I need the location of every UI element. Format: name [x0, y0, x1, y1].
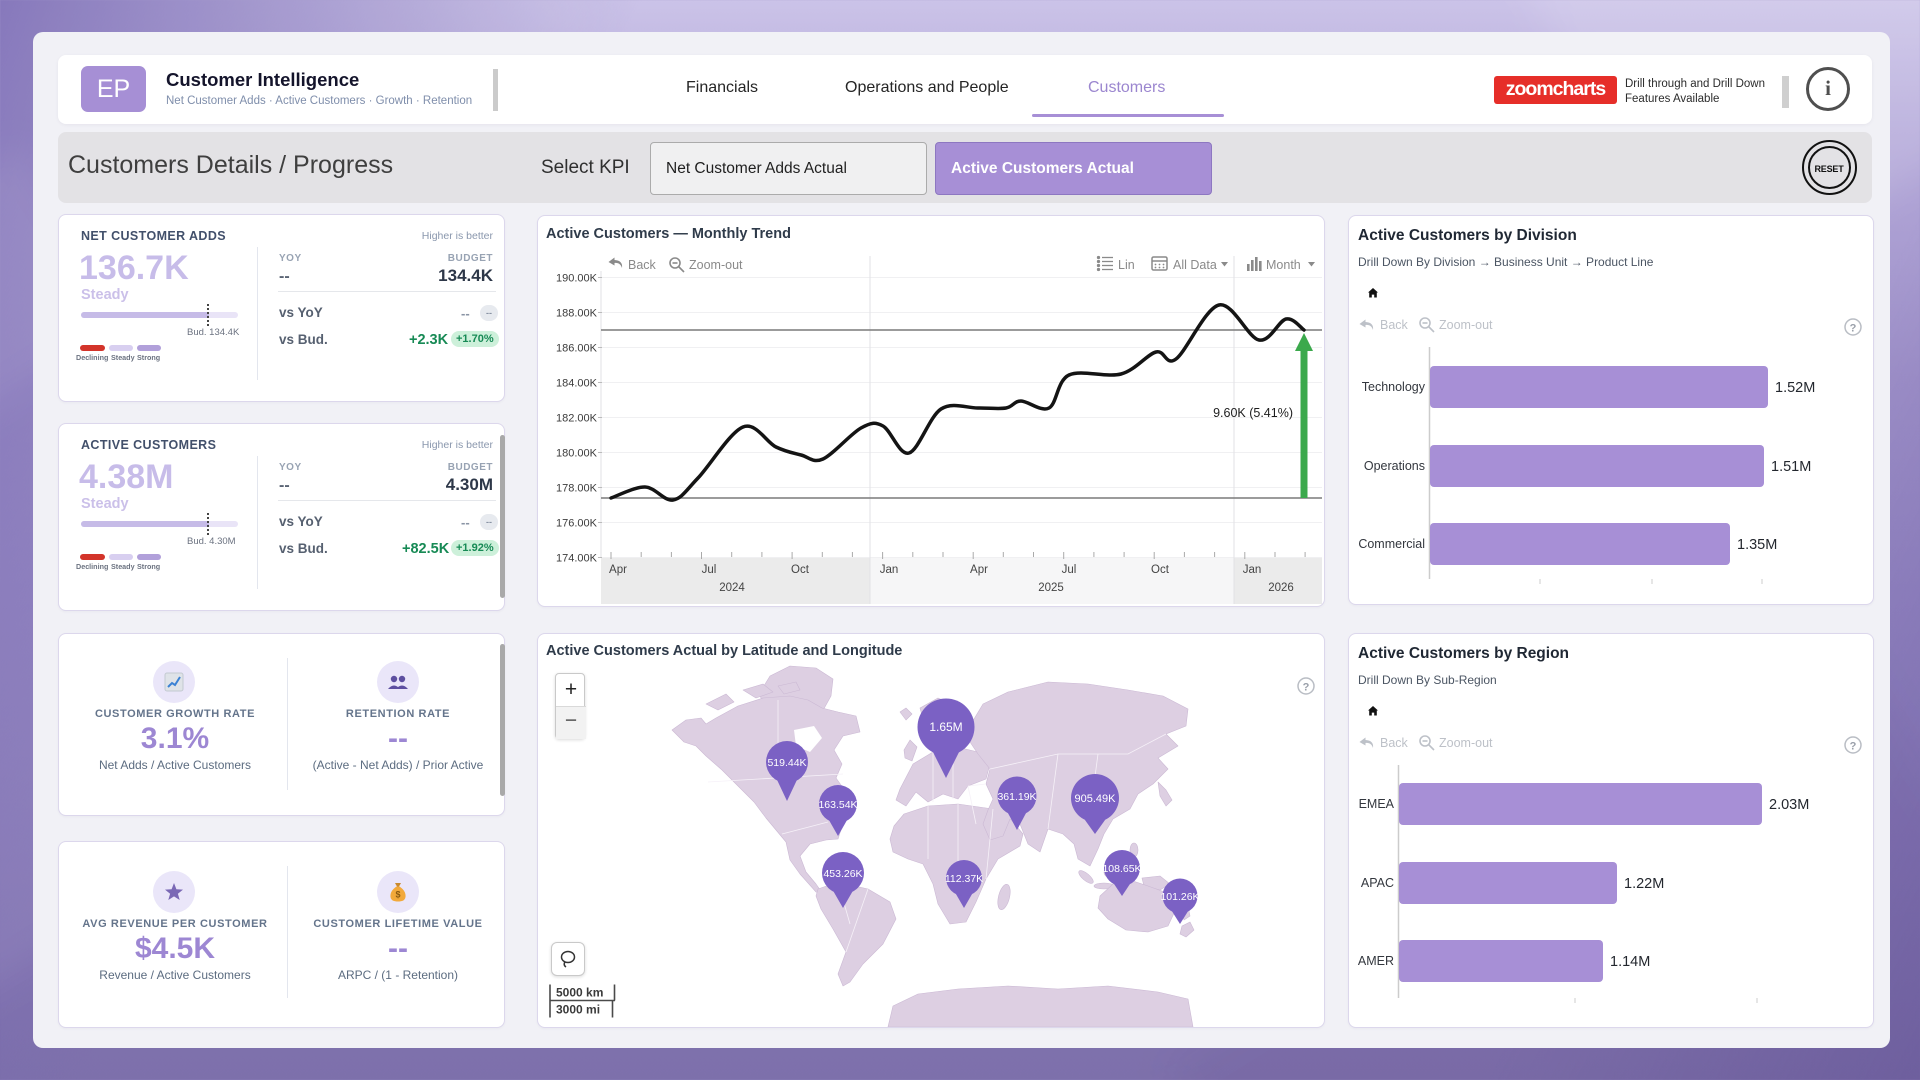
svg-text:112.37K: 112.37K	[945, 873, 983, 885]
svg-text:1.65M: 1.65M	[929, 720, 962, 734]
svg-text:1.51M: 1.51M	[1771, 459, 1811, 475]
svg-text:361.19K: 361.19K	[997, 791, 1036, 803]
svg-text:Zoom-out: Zoom-out	[1439, 736, 1493, 750]
svg-text:180.00K: 180.00K	[556, 448, 598, 460]
svg-text:Oct: Oct	[1151, 564, 1170, 576]
svg-text:2026: 2026	[1268, 582, 1294, 594]
svg-text:108.65K: 108.65K	[1102, 863, 1141, 875]
svg-text:905.49K: 905.49K	[1075, 793, 1117, 805]
svg-text:?: ?	[1850, 741, 1857, 753]
svg-text:2.03M: 2.03M	[1769, 797, 1809, 813]
svg-text:Zoom-out: Zoom-out	[689, 258, 743, 272]
svg-text:Apr: Apr	[609, 564, 627, 576]
svg-text:Jan: Jan	[880, 564, 899, 576]
svg-text:?: ?	[1303, 682, 1310, 694]
svg-text:186.00K: 186.00K	[556, 343, 598, 355]
svg-text:184.00K: 184.00K	[556, 378, 598, 390]
svg-text:AMER: AMER	[1358, 954, 1394, 968]
svg-text:Jan: Jan	[1243, 564, 1262, 576]
svg-text:163.54K: 163.54K	[818, 799, 857, 811]
svg-text:Lin: Lin	[1118, 258, 1135, 272]
svg-text:453.26K: 453.26K	[823, 868, 862, 880]
svg-text:3000 mi: 3000 mi	[556, 1003, 600, 1017]
svg-text:Month: Month	[1266, 258, 1301, 272]
svg-text:1.22M: 1.22M	[1624, 876, 1664, 892]
svg-text:APAC: APAC	[1361, 876, 1394, 890]
svg-text:188.00K: 188.00K	[556, 308, 598, 320]
svg-text:174.00K: 174.00K	[556, 553, 598, 565]
svg-text:182.00K: 182.00K	[556, 413, 598, 425]
svg-text:Back: Back	[628, 258, 657, 272]
svg-text:178.00K: 178.00K	[556, 483, 598, 495]
svg-text:Jul: Jul	[702, 564, 717, 576]
svg-text:EMEA: EMEA	[1359, 797, 1395, 811]
svg-text:Back: Back	[1380, 318, 1409, 332]
svg-text:$: $	[395, 890, 400, 900]
svg-text:101.26K: 101.26K	[1160, 891, 1199, 903]
svg-text:9.60K (5.41%): 9.60K (5.41%)	[1213, 406, 1293, 420]
svg-text:Apr: Apr	[970, 564, 988, 576]
svg-text:All Data: All Data	[1173, 258, 1217, 272]
svg-text:Oct: Oct	[791, 564, 810, 576]
svg-text:Commercial: Commercial	[1358, 537, 1425, 551]
svg-text:2024: 2024	[719, 582, 745, 594]
svg-text:1.35M: 1.35M	[1737, 537, 1777, 553]
svg-text:176.00K: 176.00K	[556, 518, 598, 530]
svg-text:5000 km: 5000 km	[556, 986, 603, 1000]
svg-text:519.44K: 519.44K	[767, 757, 806, 769]
svg-text:Technology: Technology	[1362, 380, 1426, 394]
svg-text:1.14M: 1.14M	[1610, 954, 1650, 970]
svg-text:?: ?	[1850, 323, 1857, 335]
svg-text:190.00K: 190.00K	[556, 273, 598, 285]
svg-text:2025: 2025	[1038, 582, 1064, 594]
svg-text:Operations: Operations	[1364, 459, 1425, 473]
svg-text:Back: Back	[1380, 736, 1409, 750]
svg-text:Zoom-out: Zoom-out	[1439, 318, 1493, 332]
svg-text:Jul: Jul	[1062, 564, 1077, 576]
svg-text:1.52M: 1.52M	[1775, 380, 1815, 396]
